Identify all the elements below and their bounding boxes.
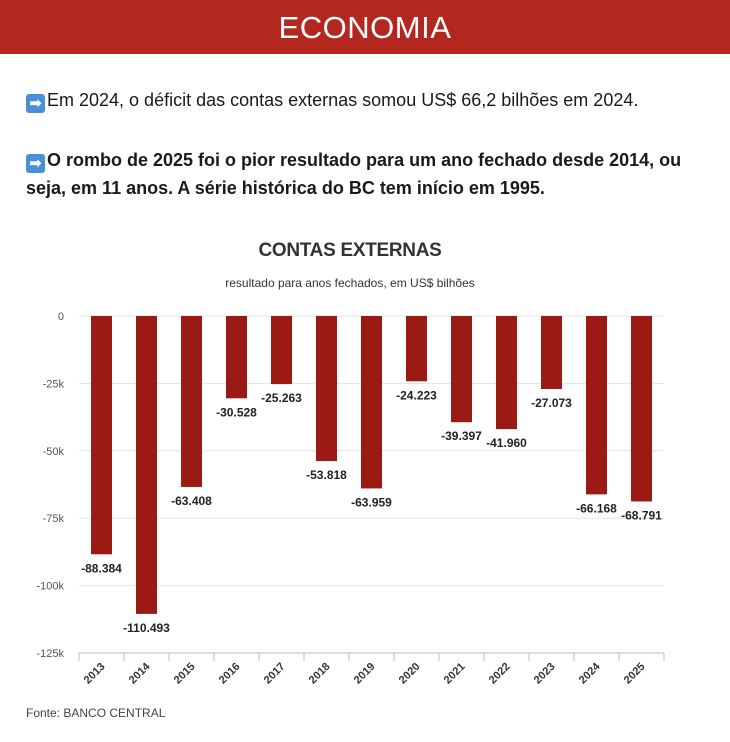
chart-source: Fonte: BANCO CENTRAL [26, 706, 166, 720]
chart-title: CONTAS EXTERNAS [258, 240, 442, 261]
arrow-right-icon: ➡ [26, 94, 45, 113]
bar-2021 [451, 316, 472, 423]
paragraph2-text: O rombo de 2025 foi o pior resultado par… [26, 150, 682, 198]
data-label-2024: -66.168 [576, 501, 617, 515]
bar-2017 [271, 316, 292, 385]
y-tick-label: -50k [43, 446, 65, 458]
x-tick-label-2015: 2015 [172, 661, 198, 687]
x-tick-label-2014: 2014 [127, 660, 153, 686]
chart-subtitle: resultado para anos fechados, em US$ bil… [225, 276, 475, 290]
y-tick-label: -125k [36, 648, 64, 660]
bar-2022 [496, 316, 517, 430]
paragraph-deficit-2024: ➡ Em 2024, o déficit das contas externas … [26, 86, 706, 114]
data-label-2014: -110.493 [123, 621, 170, 635]
paragraph1-text: Em 2024, o déficit das contas externas s… [47, 90, 639, 110]
x-tick-label-2025: 2025 [622, 661, 648, 687]
data-label-2023: -27.073 [531, 396, 572, 410]
x-tick-label-2019: 2019 [352, 661, 378, 687]
bar-2015 [181, 316, 202, 487]
bar-2013 [91, 316, 112, 555]
data-label-2016: -30.528 [216, 405, 257, 419]
data-label-2013: -88.384 [81, 561, 122, 575]
section-header: ECONOMIA [0, 0, 730, 54]
x-tick-label-2024: 2024 [577, 660, 603, 686]
section-title: ECONOMIA [278, 10, 452, 45]
bar-2019 [361, 316, 382, 489]
bar-2024 [586, 316, 607, 495]
x-tick-label-2021: 2021 [442, 661, 468, 687]
bar-2016 [226, 316, 247, 399]
x-tick-label-2013: 2013 [82, 661, 108, 687]
data-label-2025: -68.791 [621, 508, 662, 522]
data-label-2017: -25.263 [261, 391, 302, 405]
data-label-2020: -24.223 [396, 388, 437, 402]
x-tick-label-2018: 2018 [307, 661, 333, 687]
data-label-2018: -53.818 [306, 468, 347, 482]
data-label-2019: -63.959 [351, 495, 392, 509]
arrow-right-icon: ➡ [26, 154, 45, 173]
y-tick-label: -25k [43, 378, 65, 390]
bar-2020 [406, 316, 427, 382]
data-label-2021: -39.397 [441, 429, 482, 443]
bar-chart: 0 -25k -50k -75k -100k -125k -88.384 2013 -110.4… [36, 311, 665, 687]
bar-2023 [541, 316, 562, 389]
y-tick-label: -100k [36, 581, 64, 593]
x-tick-label-2016: 2016 [217, 661, 243, 687]
data-label-2015: -63.408 [171, 494, 212, 508]
paragraph-rombo-2025: ➡ O rombo de 2025 foi o pior resultado pa… [26, 146, 706, 202]
bar-2014 [136, 316, 157, 614]
y-tick-label: -75k [43, 513, 65, 525]
y-tick-label: 0 [58, 311, 64, 323]
x-tick-label-2017: 2017 [262, 661, 288, 687]
data-label-2022: -41.960 [486, 436, 527, 450]
bar-2025 [631, 316, 652, 502]
x-tick-label-2023: 2023 [532, 661, 558, 687]
x-tick-label-2020: 2020 [397, 661, 423, 687]
bar-2018 [316, 316, 337, 462]
x-tick-label-2022: 2022 [487, 661, 513, 687]
